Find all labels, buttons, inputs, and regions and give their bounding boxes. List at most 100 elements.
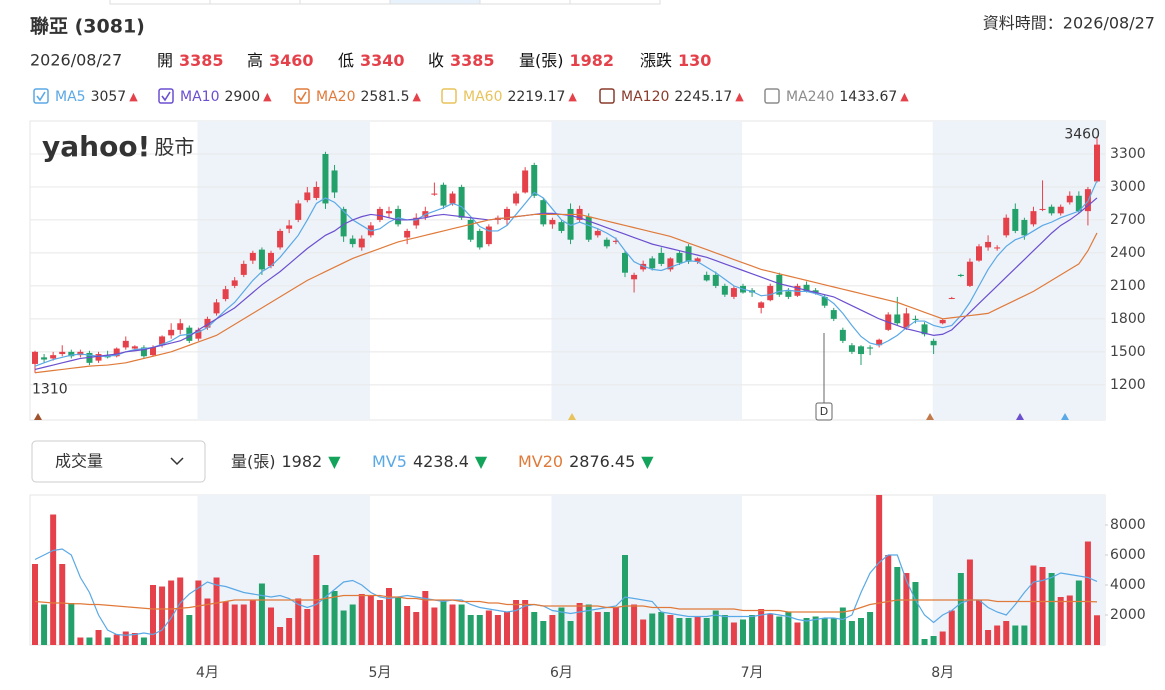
candle-body — [985, 241, 992, 248]
volume-bar — [467, 615, 474, 645]
signal — [568, 413, 576, 420]
candle-body — [268, 252, 274, 267]
high-label: 3460 — [1064, 126, 1100, 142]
candle-body — [376, 208, 383, 220]
volume-bar — [249, 600, 256, 645]
candle-body — [821, 296, 828, 306]
tab[interactable] — [389, 0, 481, 5]
volume-bar — [295, 598, 302, 645]
signal — [1061, 413, 1069, 420]
candle-body — [685, 246, 692, 262]
data-time: 資料時間：2026/08/27 — [983, 14, 1155, 33]
candle-body — [513, 193, 520, 204]
volume-bar — [921, 639, 928, 645]
quote-row: 開 3385 高 3460 低 3340 收 3385 量(張) 1982 漲跌 130 — [157, 51, 711, 70]
candle-body — [340, 208, 347, 237]
volume-bar — [622, 555, 628, 645]
candle-body — [631, 274, 638, 280]
legend-arrow: ▲ — [129, 90, 138, 103]
tab[interactable] — [209, 0, 301, 5]
checkbox[interactable] — [764, 88, 780, 104]
y-tick-label: 2700 — [1110, 212, 1146, 228]
volume-bar — [776, 616, 783, 645]
volume-bar — [667, 615, 674, 645]
mv-line — [34, 548, 1098, 636]
volume-bar — [948, 610, 955, 645]
signal — [34, 413, 42, 420]
volume-bar — [676, 618, 683, 645]
legend-value: 4238.4 — [413, 452, 469, 471]
candle-body — [549, 219, 556, 225]
candle-body — [1057, 206, 1064, 214]
candle-body — [1094, 144, 1100, 182]
shade-band — [932, 121, 1105, 420]
quote-label: 高 — [247, 51, 263, 70]
volume-bar — [349, 604, 356, 645]
candle-body — [140, 347, 147, 357]
candle-body — [540, 200, 547, 225]
tab[interactable] — [109, 0, 211, 5]
volume-bar — [522, 600, 529, 645]
candle-body — [195, 329, 202, 339]
checkbox[interactable] — [441, 88, 457, 104]
dividend-marker[interactable] — [815, 402, 833, 421]
volume-bar — [422, 591, 429, 645]
legend-name: MA240 — [786, 89, 834, 105]
volume-bar — [821, 618, 828, 645]
volume-bar — [440, 600, 447, 645]
volume-bar — [730, 622, 737, 645]
legend-value: 2219.17 — [507, 89, 565, 105]
volume-bar — [758, 609, 765, 645]
volume-bar — [540, 621, 547, 645]
quote-item: 開 3385 — [157, 51, 224, 70]
y-tick-label: 1500 — [1110, 344, 1146, 360]
checkbox[interactable] — [599, 88, 615, 104]
candle-body — [694, 258, 701, 262]
volume-bar — [1021, 625, 1028, 645]
candle-body — [603, 239, 610, 247]
volume-bar — [612, 607, 619, 645]
checkbox[interactable] — [294, 88, 310, 104]
legend-name: MA60 — [463, 89, 502, 105]
quote-value: 1982 — [570, 51, 615, 70]
volume-bar — [603, 612, 610, 645]
tab[interactable] — [299, 0, 391, 5]
volume-bar — [331, 591, 338, 645]
candle-body — [32, 351, 38, 364]
candle-body — [322, 153, 329, 204]
tab[interactable] — [569, 0, 661, 5]
candle-body — [177, 323, 184, 330]
volume-bar — [122, 631, 129, 645]
candle-body — [903, 313, 910, 328]
volume-bar — [594, 612, 601, 645]
x-tick-label: 6月 — [550, 665, 573, 681]
y-tick-label: 6000 — [1110, 547, 1146, 563]
volume-bar — [86, 637, 93, 645]
candle-body — [966, 261, 973, 286]
candle-body — [649, 258, 656, 269]
volume-bar — [59, 564, 66, 645]
volume-bar — [222, 601, 229, 645]
volume-bar — [549, 615, 556, 645]
candle-body — [876, 339, 883, 346]
legend-name: 量(張) — [231, 452, 276, 471]
checkbox[interactable] — [33, 88, 49, 104]
candle-body — [395, 208, 402, 225]
volume-legend: 量(張) 1982 ▼ MV5 4238.4 ▼ MV20 2876.45 ▼ — [231, 452, 654, 471]
y-tick-label: 3300 — [1110, 146, 1146, 162]
volume-bar — [703, 618, 710, 645]
legend-name: MA20 — [316, 89, 355, 105]
tab[interactable] — [479, 0, 571, 5]
indicator-select[interactable] — [31, 440, 206, 483]
check — [36, 91, 46, 102]
volume-bar — [513, 600, 520, 645]
volume-bar — [1084, 541, 1091, 645]
candle-body — [159, 336, 166, 346]
candle-body — [467, 219, 474, 240]
volume-bar — [830, 618, 837, 645]
volume-bar — [367, 595, 374, 645]
checkbox[interactable] — [158, 88, 174, 104]
volume-bar — [749, 615, 756, 645]
candle-body — [413, 217, 420, 226]
candle-body — [712, 274, 719, 286]
